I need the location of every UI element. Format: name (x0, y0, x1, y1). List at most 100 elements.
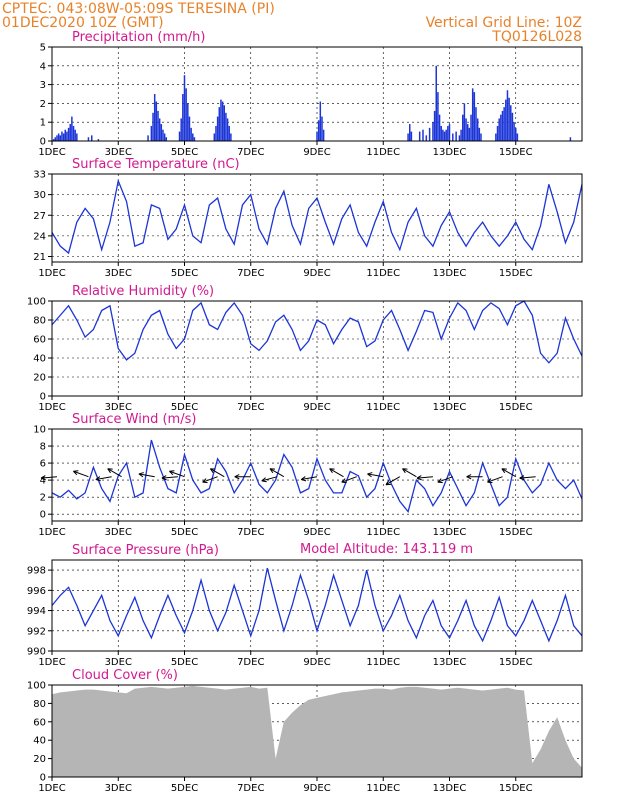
wind-arrow-head (40, 477, 46, 481)
model-altitude: Model Altitude: 143.119 m (300, 542, 473, 557)
precip-bar (223, 105, 225, 141)
wind-arrow-head (301, 479, 307, 482)
precip-bar (500, 114, 502, 141)
precip-bar (165, 137, 168, 141)
x-tick-label: 13DEC (433, 657, 467, 668)
panel-6: 0 20 40 60 80 100 1DEC 3DEC 5DEC 7DEC 9DEC 11DEC 13D… (27, 668, 583, 794)
panel-title: Surface Wind (m/s) (72, 412, 196, 427)
y-tick-label: 4 (40, 476, 46, 487)
precip-bar (410, 131, 413, 141)
wind-arrow-shaft (367, 473, 384, 478)
x-tick-label: 5DEC (171, 147, 198, 158)
y-tick-label: 0 (40, 773, 46, 784)
wind-arrow-shaft (161, 476, 178, 479)
x-tick-label: 3DEC (105, 268, 132, 279)
y-tick-label: 21 (33, 252, 46, 263)
wind-arrow-head (367, 472, 373, 475)
precip-bar (321, 116, 323, 141)
wind-arrow-head (300, 476, 306, 480)
wind-arrow (466, 474, 483, 480)
precip-bar (448, 124, 451, 141)
x-tick-label: 13DEC (433, 783, 467, 794)
x-tick-label: 13DEC (433, 402, 467, 413)
x-tick-label: 1DEC (38, 402, 65, 413)
precip-bar (480, 133, 482, 141)
precip-bar (57, 133, 60, 141)
precip-bar (155, 101, 158, 141)
precip-bar (407, 133, 409, 141)
y-tick-label: 992 (27, 626, 46, 637)
wind-arrow-head (466, 474, 472, 478)
precip-bar (74, 129, 76, 141)
wind-arrow (437, 476, 453, 484)
y-tick-label: 60 (33, 335, 46, 346)
precip-bar (447, 125, 449, 141)
panel-title: Relative Humidity (%) (72, 284, 214, 299)
precip-bar (218, 107, 221, 141)
wind-arrow-shaft (501, 468, 516, 478)
wind-arrow (234, 474, 251, 480)
wind-arrow (209, 468, 225, 478)
x-tick-label: 7DEC (237, 402, 264, 413)
x-tick-label: 15DEC (499, 268, 533, 279)
y-tick-label: 20 (33, 754, 46, 765)
x-tick-label: 5DEC (171, 402, 198, 413)
panel-3: 0 20 40 60 80 100 1DEC 3DEC 5DEC 7DEC 9DEC 11DEC 13D… (27, 284, 583, 413)
wind-arrow-shaft (138, 473, 155, 478)
wind-arrow (300, 476, 318, 482)
y-tick-label: 80 (33, 316, 46, 327)
x-tick-label: 15DEC (499, 147, 533, 158)
x-tick-label: 9DEC (303, 783, 330, 794)
x-tick-label: 11DEC (366, 527, 400, 538)
x-tick-label: 1DEC (38, 147, 65, 158)
x-tick-label: 3DEC (105, 783, 132, 794)
y-tick-label: 5 (40, 43, 46, 54)
x-tick-label: 13DEC (433, 527, 467, 538)
precip-bar (220, 99, 222, 141)
wind-arrow-head (234, 476, 240, 480)
x-tick-label: 1DEC (38, 783, 65, 794)
precip-bar (443, 131, 446, 141)
precip-bar (471, 88, 474, 141)
precip-bar (316, 131, 318, 141)
precip-bar (228, 125, 230, 141)
precip-bar (432, 122, 434, 141)
x-tick-label: 1DEC (38, 657, 65, 668)
y-tick-label: 4 (40, 61, 46, 72)
x-tick-label: 7DEC (237, 527, 264, 538)
precip-bar (188, 116, 191, 141)
x-tick-label: 15DEC (499, 527, 533, 538)
x-tick-label: 3DEC (105, 527, 132, 538)
wind-arrow-shaft (301, 476, 318, 480)
wind-arrow (269, 468, 285, 478)
wind-arrow-shaft (202, 476, 218, 483)
precip-bar (460, 129, 462, 141)
y-tick-label: 40 (33, 354, 46, 365)
series-line (51, 178, 583, 255)
series-line (51, 300, 583, 364)
wind-arrow-shaft (487, 476, 503, 483)
wind-arrow-head (95, 479, 101, 482)
y-tick-label: 60 (33, 717, 46, 728)
x-tick-label: 9DEC (303, 402, 330, 413)
panels: 0 1 2 3 4 5 1DEC 3DEC 5DEC 7DEC 9DEC 11DEC 13DEC 15DE… (27, 30, 583, 794)
precip-bar (226, 118, 229, 141)
precip-bar (470, 114, 472, 141)
precip-bar (458, 135, 461, 141)
wind-arrow-head (40, 475, 46, 479)
precip-bar (475, 107, 477, 141)
wind-arrow (169, 470, 185, 478)
x-tick-label: 11DEC (366, 147, 400, 158)
x-tick-label: 3DEC (105, 657, 132, 668)
precip-bar (213, 133, 216, 141)
precip-bar (498, 118, 500, 141)
y-tick-label: 24 (33, 231, 46, 242)
y-tick-label: 990 (27, 647, 46, 658)
wind-arrow-head (202, 481, 208, 484)
precip-bar (462, 114, 464, 141)
wind-arrow-head (519, 477, 525, 481)
precip-bar (185, 88, 187, 141)
precip-bar (422, 129, 424, 141)
wind-arrow-head (202, 478, 207, 483)
wind-arrow (202, 476, 218, 484)
